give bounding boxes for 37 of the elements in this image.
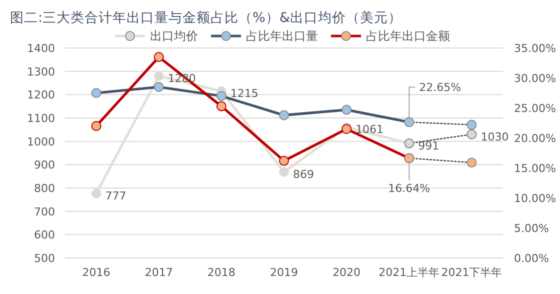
x-tick-label: 2016 (82, 266, 110, 279)
x-tick-label: 2018 (207, 266, 236, 279)
legend-label: 占比年出口金额 (366, 29, 450, 43)
y-tick-label: 600 (34, 228, 55, 242)
y2-tick-label: 30.00% (514, 72, 556, 85)
data-label: 16.64% (388, 182, 430, 196)
legend-label: 占比年出口量 (246, 29, 318, 43)
data-label: 22.65% (419, 81, 462, 94)
data-label: 1030 (480, 130, 509, 144)
legend-label: 出口均价 (150, 29, 198, 43)
y2-tick-label: 10.00% (514, 192, 556, 205)
y-tick-label: 700 (34, 205, 55, 218)
y2-tick-label: 25.00% (514, 102, 556, 115)
x-tick-label: 2021下半年 (441, 266, 502, 279)
x-tick-label: 2021上半年 (378, 266, 440, 279)
y-tick-label: 1200 (27, 88, 55, 102)
y-tick-label: 1300 (27, 65, 55, 78)
y2-tick-label: 15.00% (514, 162, 556, 175)
x-tick-label: 2017 (144, 266, 173, 279)
data-label: 869 (293, 168, 314, 181)
y-tick-label: 1100 (27, 112, 55, 125)
data-label: 777 (105, 189, 126, 202)
y2-tick-label: 0.00% (514, 252, 549, 265)
y2-tick-label: 5.00% (514, 222, 549, 235)
y-tick-label: 500 (34, 252, 55, 265)
y-tick-label: 1000 (27, 135, 55, 148)
y2-tick-label: 20.00% (514, 132, 556, 145)
chart-title: 图二:三大类合计年出口量与金额占比（%）&出口均价（美元） (10, 10, 402, 26)
data-label: 1215 (230, 87, 258, 100)
data-label: 1061 (356, 123, 384, 136)
x-tick-label: 2020 (332, 266, 361, 279)
y-tick-label: 800 (34, 182, 55, 195)
x-tick-label: 2019 (270, 266, 298, 279)
data-label: 991 (418, 139, 440, 152)
y-tick-label: 1400 (27, 42, 55, 55)
y-tick-label: 900 (34, 158, 55, 172)
y2-tick-label: 35.00% (514, 42, 556, 55)
